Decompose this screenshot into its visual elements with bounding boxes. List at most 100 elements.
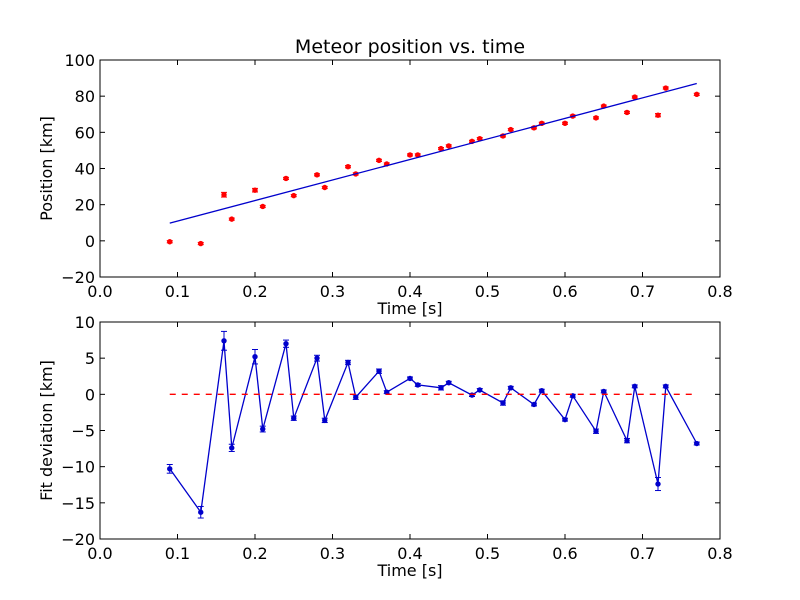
- position-chart-title: Meteor position vs. time: [295, 36, 525, 58]
- position-data-point: [562, 120, 568, 126]
- deviation-x-tick-label: 0.7: [630, 544, 655, 563]
- position-data-point: [198, 240, 204, 247]
- deviation-data-point: [407, 375, 413, 382]
- position-y-axis-label: Position [km]: [37, 116, 56, 221]
- position-data-point: [446, 143, 452, 149]
- position-x-axis-label: Time [s]: [376, 299, 442, 318]
- deviation-data-point: [655, 481, 661, 487]
- deviation-data-point: [601, 388, 607, 395]
- deviation-y-tick-label: 5: [85, 349, 95, 368]
- deviation-data-point: [322, 417, 328, 424]
- position-y-tick-label: 100: [64, 51, 95, 70]
- deviation-data-point: [632, 383, 638, 390]
- position-x-tick-label: 0.5: [475, 282, 500, 301]
- position-data-point: [167, 239, 173, 245]
- position-data-point: [508, 126, 514, 133]
- fit-line: [169, 82, 697, 224]
- deviation-data-point: [314, 355, 320, 361]
- deviation-data-point: [500, 400, 506, 406]
- deviation-data-point: [252, 354, 258, 360]
- deviation-data-point: [438, 385, 444, 391]
- position-y-tick-label: 20: [75, 196, 95, 215]
- position-data-point: [407, 152, 413, 158]
- deviation-data-point: [260, 426, 266, 432]
- deviation-data-point: [562, 416, 568, 423]
- deviation-data-point: [283, 341, 289, 347]
- deviation-x-tick-label: 0.6: [552, 544, 577, 563]
- deviation-y-tick-label: −10: [61, 458, 95, 477]
- position-data-point: [291, 192, 297, 199]
- position-x-tick-label: 0.8: [707, 282, 732, 301]
- deviation-y-tick-label: 10: [75, 313, 95, 332]
- position-x-tick-label: 0.2: [242, 282, 267, 301]
- deviation-data-point: [167, 466, 173, 472]
- deviation-y-tick-label: −5: [71, 422, 95, 441]
- deviation-y-tick-label: −20: [61, 530, 95, 549]
- position-axes-frame: [99, 59, 721, 278]
- position-data-point: [624, 109, 630, 116]
- deviation-data-point: [539, 388, 545, 394]
- position-x-tick-label: 0.4: [397, 282, 422, 301]
- position-y-tick-label: −20: [61, 268, 95, 287]
- position-data-point: [314, 172, 320, 178]
- position-data-point: [345, 163, 351, 170]
- deviation-data-point: [624, 437, 630, 444]
- position-y-tick-label: 80: [75, 87, 95, 106]
- position-data-point: [260, 203, 266, 210]
- deviation-y-axis-label: Fit deviation [km]: [37, 360, 56, 501]
- deviation-data-point: [446, 380, 452, 386]
- deviation-data-point: [291, 415, 297, 421]
- position-x-tick-label: 0.7: [630, 282, 655, 301]
- position-data-point: [252, 187, 258, 193]
- position-y-tick-label: 0: [85, 232, 95, 251]
- deviation-x-tick-label: 0.5: [475, 544, 500, 563]
- position-data-point: [663, 85, 669, 91]
- deviation-data-point: [376, 368, 382, 374]
- deviation-data-point: [469, 392, 475, 398]
- deviation-data-point: [198, 509, 204, 515]
- deviation-x-tick-label: 0.3: [320, 544, 345, 563]
- deviation-ticks: 0.0 0.1 0.2 0.3 0.4 0.5 0.6 0.7 0.8 −20 −15 −10 −5 0 5…: [61, 313, 732, 563]
- position-data-point: [694, 91, 700, 98]
- position-data-point: [438, 145, 444, 152]
- position-x-tick-label: 0.6: [552, 282, 577, 301]
- position-x-tick-label: 0.0: [87, 282, 112, 301]
- deviation-marks: [166, 330, 700, 519]
- position-data-point: [221, 192, 227, 198]
- deviation-y-tick-label: 0: [85, 385, 95, 404]
- deviation-x-tick-label: 0.0: [87, 544, 112, 563]
- position-data-point: [229, 216, 235, 222]
- deviation-x-tick-label: 0.1: [165, 544, 190, 563]
- deviation-data-point: [508, 385, 514, 391]
- deviation-y-tick-label: −15: [61, 494, 95, 513]
- position-data-point: [322, 184, 328, 191]
- deviation-data-point: [694, 440, 700, 447]
- position-ticks: 0.0 0.1 0.2 0.3 0.4 0.5 0.6 0.7 0.8 −20 0 20 40 60 80 1…: [61, 51, 732, 301]
- position-data-point: [283, 175, 289, 182]
- position-x-tick-label: 0.3: [320, 282, 345, 301]
- deviation-data-point: [229, 445, 235, 451]
- deviation-data-point: [345, 359, 351, 366]
- deviation-data-point: [221, 338, 227, 344]
- deviation-x-tick-label: 0.2: [242, 544, 267, 563]
- position-marks: [166, 82, 700, 247]
- deviation-data-point: [415, 382, 421, 388]
- position-data-point: [376, 157, 382, 164]
- position-data-point: [632, 94, 638, 100]
- position-y-tick-label: 40: [75, 160, 95, 179]
- deviation-x-tick-label: 0.8: [707, 544, 732, 563]
- deviation-data-point: [531, 401, 537, 408]
- deviation-data-point: [663, 383, 669, 390]
- position-panel: Meteor position vs. time 0.0 0.1 0.2 0.3 0.4…: [37, 36, 733, 318]
- deviation-x-tick-label: 0.4: [397, 544, 422, 563]
- deviation-x-axis-label: Time [s]: [376, 561, 442, 580]
- position-x-tick-label: 0.1: [165, 282, 190, 301]
- deviation-axes-frame: [99, 321, 721, 540]
- deviation-panel: 0.0 0.1 0.2 0.3 0.4 0.5 0.6 0.7 0.8 −20 −15 −10 −5 0 5…: [37, 313, 733, 580]
- deviation-data-point: [353, 394, 359, 400]
- position-y-tick-label: 60: [75, 123, 95, 142]
- position-data-point: [655, 112, 661, 118]
- deviation-data-point: [593, 428, 599, 434]
